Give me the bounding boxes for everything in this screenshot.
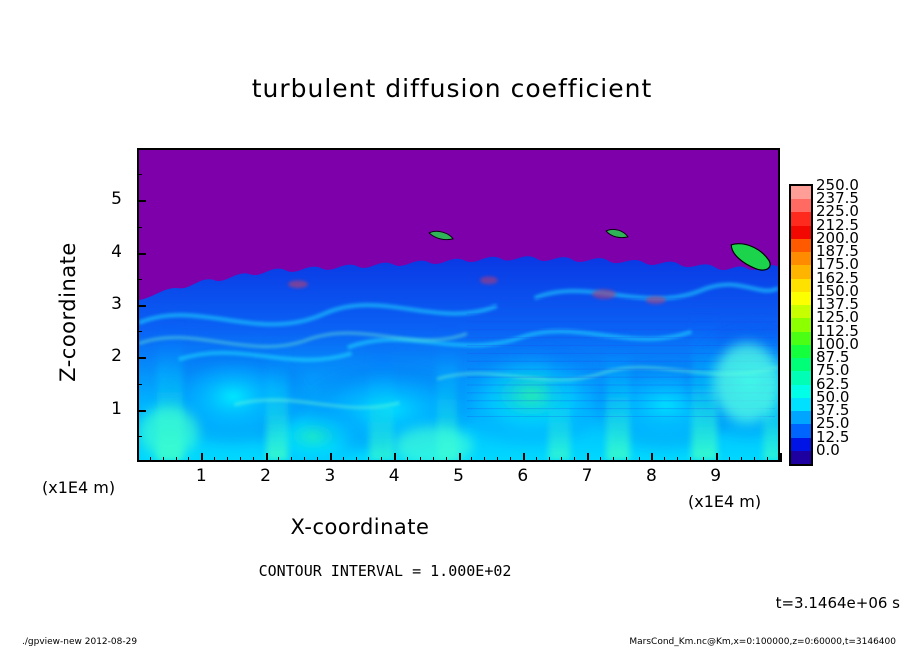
x-tick-label: 1: [195, 466, 207, 486]
colorbar-segment: [791, 437, 811, 452]
footer-command: ./gpview-new 2012-08-29: [22, 637, 138, 647]
page-title: turbulent diffusion coefficient: [251, 74, 653, 103]
colorbar-tick-label: 12.5: [816, 427, 850, 446]
colorbar-segment: [791, 384, 811, 399]
colorbar-tick-label: 187.5: [816, 242, 859, 261]
turbulence-field-image: [139, 150, 778, 460]
colorbar-tick-label: 125.0: [816, 308, 859, 327]
x-axis-unit-label: (x1E4 m): [688, 492, 762, 511]
colorbar-tick-label: 175.0: [816, 255, 859, 274]
contour-blob-small: [428, 230, 454, 241]
colorbar-segment: [791, 411, 811, 425]
colorbar-tick-label: 250.0: [816, 176, 859, 194]
x-tick-label: 3: [324, 466, 336, 486]
colorbar-segment: [791, 252, 811, 266]
colorbar-tick-label: 25.0: [816, 414, 850, 433]
colorbar-tick-label: 162.5: [816, 268, 859, 287]
y-tick-label: 3: [111, 294, 122, 314]
colorbar-segment: [791, 358, 811, 372]
colorbar-tick-label: 50.0: [816, 387, 850, 406]
colorbar-segment: [791, 450, 811, 465]
colorbar-segment: [791, 291, 811, 306]
colorbar-segment: [791, 305, 811, 319]
contour-plot-area[interactable]: [137, 148, 780, 462]
x-tick: [780, 453, 782, 462]
x-tick-label: 4: [388, 466, 400, 486]
footer-dataset: MarsCond_Km.nc@Km,x=0:100000,z=0:60000,t…: [629, 637, 896, 647]
colorbar[interactable]: [789, 184, 813, 466]
contour-interval-label: CONTOUR INTERVAL = 1.000E+02: [258, 562, 512, 580]
colorbar-segment: [791, 225, 811, 240]
y-tick-label: 4: [111, 241, 122, 262]
z-axis-unit-label: (x1E4 m): [42, 478, 116, 497]
x-tick-label: 5: [453, 466, 464, 486]
colorbar-tick-label: 0.0: [816, 440, 840, 459]
colorbar-tick-label: 225.0: [816, 202, 859, 221]
colorbar-tick-label: 200.0: [816, 228, 859, 247]
colorbar-segment: [791, 212, 811, 227]
x-axis-title: X-coordinate: [290, 515, 430, 539]
colorbar-tick-label: 75.0: [816, 361, 850, 380]
x-tick-label: 7: [581, 466, 593, 486]
y-axis-title: Z-coordinate: [56, 242, 80, 382]
colorbar-segment: [791, 371, 811, 385]
colorbar-segment: [791, 424, 811, 438]
x-tick-label: 2: [260, 466, 271, 486]
colorbar-tick-label: 87.5: [816, 348, 850, 367]
colorbar-segment: [791, 318, 811, 332]
y-tick-label: 5: [111, 189, 122, 210]
colorbar-segment: [791, 278, 811, 293]
y-tick-label: 2: [111, 346, 122, 367]
colorbar-segment: [791, 238, 811, 253]
colorbar-tick-label: 137.5: [816, 295, 859, 314]
y-tick-label: 1: [111, 398, 122, 419]
colorbar-tick-label: 37.5: [816, 401, 850, 420]
x-tick-label: 9: [710, 466, 722, 486]
colorbar-tick-label: 112.5: [816, 321, 859, 340]
x-tick-label: 8: [645, 466, 657, 486]
colorbar-tick-label: 212.5: [816, 215, 859, 234]
x-tick-label: 6: [517, 466, 529, 486]
contour-blob-small-2: [605, 228, 629, 239]
colorbar-segment: [791, 186, 811, 200]
colorbar-tick-label: 100.0: [816, 334, 859, 353]
colorbar-segment: [791, 397, 811, 412]
colorbar-segment: [791, 265, 811, 280]
colorbar-tick-label: 62.5: [816, 374, 850, 393]
contour-blob: [730, 243, 771, 271]
colorbar-tick-label: 237.5: [816, 189, 859, 208]
colorbar-segment: [791, 344, 811, 359]
colorbar-tick-label: 150.0: [816, 281, 859, 300]
colorbar-segment: [791, 199, 811, 213]
colorbar-segment: [791, 331, 811, 346]
timestamp-label: t=3.1464e+06 s: [775, 594, 900, 612]
